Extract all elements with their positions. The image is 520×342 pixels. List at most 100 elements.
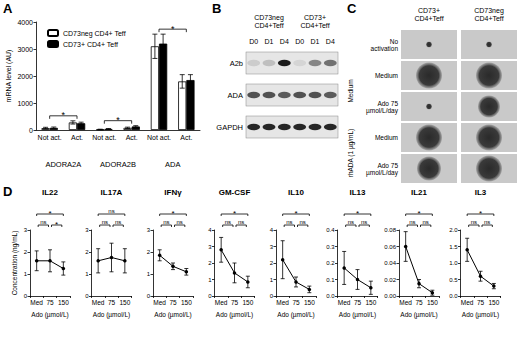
svg-text:CD73negCD4+Teff: CD73negCD4+Teff [474, 7, 504, 22]
svg-text:Med: Med [215, 299, 228, 306]
svg-text:3: 3 [24, 227, 28, 233]
svg-text:0: 0 [208, 293, 212, 299]
svg-text:ns: ns [409, 219, 415, 225]
svg-text:150: 150 [365, 299, 376, 306]
svg-text:CD73+ CD4+ Teff: CD73+ CD4+ Teff [63, 41, 118, 48]
svg-text:0.0: 0.0 [326, 293, 335, 299]
svg-text:D0: D0 [249, 38, 258, 45]
svg-text:0: 0 [85, 293, 89, 299]
svg-text:150: 150 [58, 299, 69, 306]
svg-text:2: 2 [85, 249, 89, 255]
svg-text:2.0: 2.0 [449, 227, 458, 233]
svg-text:ns: ns [163, 219, 169, 225]
svg-text:3: 3 [270, 244, 274, 250]
svg-text:1: 1 [24, 271, 28, 277]
svg-text:A2b: A2b [230, 59, 243, 68]
svg-text:*: * [48, 209, 51, 218]
svg-text:Med: Med [92, 299, 105, 306]
svg-text:0.3: 0.3 [326, 244, 335, 250]
svg-text:75: 75 [231, 299, 239, 306]
svg-text:2: 2 [208, 260, 212, 266]
svg-text:*: * [62, 110, 66, 120]
svg-text:*: * [294, 209, 297, 218]
svg-text:Medium: Medium [375, 134, 398, 141]
svg-text:ADORA2A: ADORA2A [45, 160, 81, 169]
svg-text:D1: D1 [265, 38, 274, 45]
svg-text:D0: D0 [295, 38, 304, 45]
svg-text:0.08: 0.08 [384, 227, 396, 233]
svg-text:ns: ns [225, 219, 231, 225]
svg-text:0.1: 0.1 [326, 277, 335, 283]
svg-text:ns: ns [471, 219, 477, 225]
svg-text:2: 2 [24, 249, 28, 255]
svg-text:0.04: 0.04 [384, 260, 396, 266]
svg-text:ns: ns [299, 219, 305, 225]
svg-text:Ado 75µmol/L/day: Ado 75µmol/L/day [366, 100, 399, 115]
svg-text:ns: ns [102, 219, 108, 225]
svg-text:0.2: 0.2 [326, 260, 335, 266]
svg-text:Noactivation: Noactivation [371, 38, 399, 52]
svg-text:75: 75 [292, 299, 300, 306]
svg-text:Med: Med [399, 299, 412, 306]
svg-text:Medium: Medium [347, 79, 354, 102]
svg-text:IL10: IL10 [288, 188, 305, 197]
svg-text:mRNA level (AU): mRNA level (AU) [5, 50, 13, 103]
svg-text:75: 75 [415, 299, 423, 306]
svg-text:2: 2 [270, 260, 274, 266]
svg-text:75: 75 [354, 299, 362, 306]
svg-text:Ado (µmol/L): Ado (µmol/L) [154, 311, 191, 319]
svg-text:ns: ns [422, 219, 428, 225]
svg-text:Med: Med [276, 299, 289, 306]
svg-text:IL3: IL3 [475, 188, 487, 197]
svg-text:*: * [171, 209, 174, 218]
svg-text:0: 0 [147, 293, 151, 299]
svg-text:1.5: 1.5 [449, 244, 458, 250]
svg-text:4: 4 [208, 227, 212, 233]
svg-text:D1: D1 [311, 38, 320, 45]
svg-text:Act.: Act. [126, 134, 138, 141]
svg-text:1: 1 [270, 277, 274, 283]
svg-text:0.4: 0.4 [326, 227, 335, 233]
svg-text:4000: 4000 [17, 19, 33, 26]
svg-text:rhADA (1 µg/mL): rhADA (1 µg/mL) [347, 129, 355, 178]
svg-text:0: 0 [24, 293, 28, 299]
svg-text:150: 150 [181, 299, 192, 306]
svg-text:IL13: IL13 [349, 188, 366, 197]
svg-text:Not act.: Not act. [92, 134, 116, 141]
svg-text:Ado 75µmol/L/day: Ado 75µmol/L/day [366, 162, 399, 177]
svg-text:1: 1 [85, 271, 89, 277]
svg-text:*: * [233, 209, 236, 218]
svg-text:ADA: ADA [228, 91, 243, 100]
svg-text:*: * [479, 209, 482, 218]
svg-text:ns: ns [108, 208, 114, 214]
svg-text:Ado (µmol/L): Ado (µmol/L) [31, 311, 68, 319]
svg-text:GAPDH: GAPDH [216, 123, 243, 132]
svg-text:CD73+CD4+Teff: CD73+CD4+Teff [300, 14, 329, 29]
svg-text:ns: ns [361, 219, 367, 225]
svg-text:ns: ns [40, 219, 46, 225]
svg-text:ns: ns [348, 219, 354, 225]
svg-text:Ado (µmol/L): Ado (µmol/L) [400, 311, 437, 319]
svg-text:*: * [55, 220, 58, 229]
svg-text:ns: ns [286, 219, 292, 225]
svg-text:CD73+CD4+Teff: CD73+CD4+Teff [414, 7, 443, 22]
svg-text:CD73neg CD4+ Teff: CD73neg CD4+ Teff [63, 30, 126, 38]
svg-text:Med: Med [153, 299, 166, 306]
svg-text:3000: 3000 [17, 46, 33, 53]
svg-text:1: 1 [208, 277, 212, 283]
svg-text:Medium: Medium [375, 72, 398, 79]
svg-text:D4: D4 [326, 38, 335, 45]
svg-text:Concentration (ng/mL): Concentration (ng/mL) [11, 231, 19, 296]
svg-text:0.06: 0.06 [384, 244, 396, 250]
svg-text:IL22: IL22 [42, 188, 59, 197]
svg-text:Ado (µmol/L): Ado (µmol/L) [216, 311, 253, 319]
svg-text:75: 75 [46, 299, 54, 306]
svg-text:3: 3 [147, 227, 151, 233]
svg-text:2: 2 [147, 249, 151, 255]
svg-text:0.5: 0.5 [449, 277, 458, 283]
svg-text:2000: 2000 [17, 73, 33, 80]
svg-text:150: 150 [427, 299, 438, 306]
svg-text:IL21: IL21 [411, 188, 428, 197]
svg-text:Act.: Act. [71, 134, 83, 141]
svg-text:1.0: 1.0 [449, 260, 458, 266]
